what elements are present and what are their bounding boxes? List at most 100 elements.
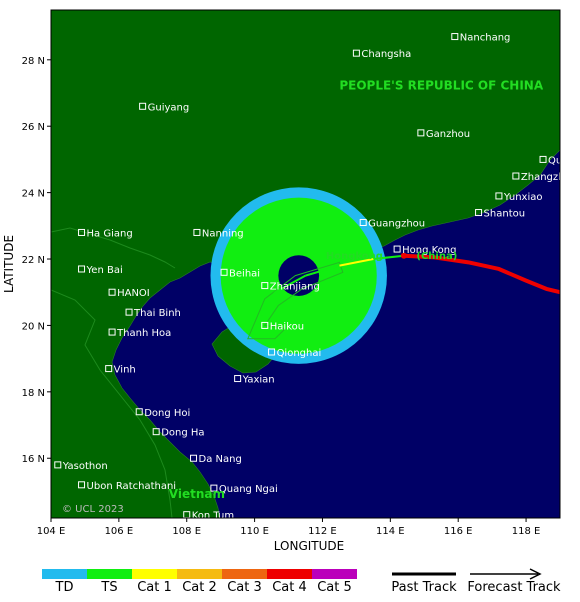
hongkong-name: Hongkong <box>326 251 383 262</box>
legend-swatch <box>132 569 177 579</box>
city-label: Yunxiao <box>503 192 543 203</box>
city-label: Nanchang <box>460 33 511 44</box>
y-axis: 16 N 18 N 20 N 22 N 24 N 26 N 28 N <box>22 56 51 465</box>
legend-swatch <box>222 569 267 579</box>
city: Yunxiao <box>495 192 543 203</box>
copyright-text: © UCL 2023 <box>62 504 124 515</box>
city-label: Kon Tum <box>192 511 234 522</box>
city-marker-icon <box>105 365 113 373</box>
y-tick-label: 16 N <box>22 454 45 465</box>
x-tick-label: 112 E <box>308 526 337 537</box>
city: Da Nang <box>190 454 242 465</box>
forecast-cone <box>247 261 344 340</box>
city-label: Quanzhou <box>548 155 580 166</box>
city-marker-icon <box>261 282 269 290</box>
city-label: Quang Ngai <box>219 484 278 495</box>
city-marker-icon <box>261 321 269 329</box>
city-label: HANOI <box>117 288 150 299</box>
city-label: Vinh <box>114 365 136 376</box>
current-position-marker <box>400 252 407 259</box>
x-tick-label: 116 E <box>444 526 473 537</box>
forecast-segment <box>339 258 374 267</box>
city-label: Ha Giang <box>87 228 133 239</box>
city: Kon Tum <box>183 511 234 522</box>
border-china-vietnam <box>51 227 176 269</box>
city: Thanh Hoa <box>108 328 171 339</box>
city: Thai Binh <box>125 308 181 319</box>
city-marker-icon <box>539 155 547 163</box>
legend-label: Cat 3 <box>227 580 262 595</box>
city-label: Ubon Ratchathani <box>87 481 177 492</box>
city: Guiyang <box>139 102 190 113</box>
city-marker-icon <box>125 308 133 316</box>
y-tick-label: 28 N <box>22 56 45 67</box>
city-label: Yasothon <box>62 461 108 472</box>
city: Beihai <box>220 268 260 279</box>
legend-swatch <box>177 569 222 579</box>
city: Dong Ha <box>152 428 205 439</box>
region-label: Vietnam <box>169 487 225 501</box>
city-label: Zhanjiang <box>270 282 320 293</box>
legend-swatch <box>42 569 87 579</box>
category-legend: TD TS Cat 1 Cat 2 Cat 3 Cat 4 Cat 5 <box>42 569 357 595</box>
city: Changsha <box>352 49 411 60</box>
legend-label: Cat 4 <box>272 580 307 595</box>
city: Yen Bai <box>78 265 123 276</box>
city-marker-icon <box>352 49 360 57</box>
city: Nanning <box>193 228 244 239</box>
border-vietnam-laos <box>51 289 173 518</box>
city-marker-icon <box>139 102 147 110</box>
city-marker-icon <box>78 228 86 236</box>
city-marker-icon <box>475 209 483 217</box>
x-axis-title: LONGITUDE <box>274 539 344 553</box>
x-tick-label: 104 E <box>37 526 66 537</box>
city: Guangzhou <box>359 218 425 229</box>
city-marker-icon <box>78 481 86 489</box>
y-tick-label: 24 N <box>22 189 45 200</box>
city-label: Beihai <box>229 268 260 279</box>
track-legend: Past Track Forecast Track <box>391 568 561 595</box>
city-label: Zhangzhou <box>521 172 577 183</box>
legend-label: TS <box>100 580 117 595</box>
legend-swatch <box>312 569 357 579</box>
city: Shantou <box>475 209 525 220</box>
city-marker-icon <box>234 375 242 383</box>
x-tick-label: 118 E <box>512 526 541 537</box>
x-tick-label: 114 E <box>376 526 405 537</box>
city-label: Dong Hoi <box>144 408 190 419</box>
legend-swatch <box>267 569 312 579</box>
city: Ganzhou <box>417 129 470 140</box>
city: Quang Ngai <box>210 484 278 495</box>
past-track <box>403 253 560 295</box>
forecast-segment <box>373 254 405 261</box>
legend-label: TD <box>55 580 74 595</box>
city-label: Da Nang <box>199 454 242 465</box>
x-tick-label: 110 E <box>240 526 269 537</box>
city-label: Hong Kong <box>402 245 456 256</box>
y-tick-label: 22 N <box>22 255 45 266</box>
plot-frame <box>50 9 561 519</box>
x-axis: 104 E 106 E 108 E 110 E 112 E 114 E 116 E 118 E <box>37 518 541 537</box>
city-label: Changsha <box>361 49 411 60</box>
city: Zhanjiang <box>261 282 320 293</box>
forecast-arrow-icon <box>529 568 542 580</box>
city-marker-icon <box>451 33 459 41</box>
y-axis-title: LATITUDE <box>2 235 16 293</box>
region-labels: PEOPLE'S REPUBLIC OF CHINA Vietnam <box>169 79 544 501</box>
city-label: Yen Bai <box>86 265 123 276</box>
past-track-legend-label: Past Track <box>391 580 457 595</box>
city-label: Guiyang <box>148 102 190 113</box>
city: Hong Kong <box>393 245 456 256</box>
city-markers: Nanchang Changsha Guiyang Ganzhou Quanzhou Zh… <box>54 33 580 522</box>
city: Ha Giang <box>78 228 133 239</box>
x-tick-label: 108 E <box>172 526 201 537</box>
city: Ubon Ratchathani <box>78 481 177 492</box>
forecast-track-legend-label: Forecast Track <box>467 580 561 595</box>
city-label: Dong Ha <box>161 428 204 439</box>
city-marker-icon <box>190 454 198 462</box>
city: Yasothon <box>54 461 108 472</box>
city-marker-icon <box>54 461 62 469</box>
city: Nanchang <box>451 33 511 44</box>
city-marker-icon <box>393 245 401 253</box>
legend-label: Cat 1 <box>137 580 172 595</box>
